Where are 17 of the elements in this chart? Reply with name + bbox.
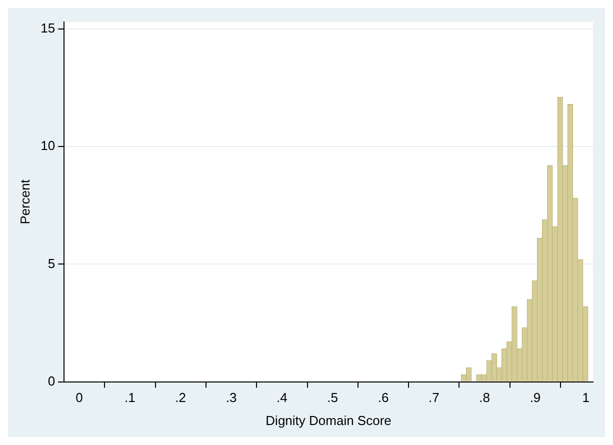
y-tick-label: 0 [48,373,56,388]
x-tick-label: .1 [124,390,136,406]
x-tick-label: 0 [76,390,83,406]
x-tick-label: .7 [428,390,440,406]
x-tick-label: .9 [530,390,541,406]
x-axis-title: Dignity Domain Score [266,412,392,428]
x-tick-label: .3 [226,390,237,406]
y-tick-label: 15 [40,20,56,36]
x-tick-label: .5 [327,390,338,406]
x-tick-label: .4 [276,390,288,406]
x-tick-label: .2 [175,390,186,406]
y-tick-label: 10 [40,138,56,154]
y-axis-title: Percent [17,179,32,224]
y-tick-label: 5 [48,256,56,271]
x-tick-label: .8 [479,390,490,406]
x-tick-label: .6 [378,390,389,406]
x-tick-label: 1 [582,390,590,406]
